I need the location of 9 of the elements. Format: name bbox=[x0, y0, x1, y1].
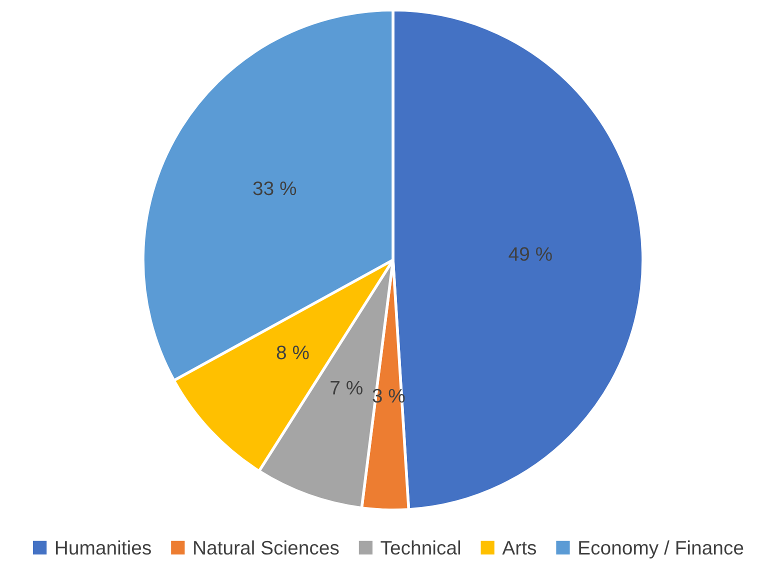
legend-label: Natural Sciences bbox=[194, 540, 339, 555]
legend-label: Arts bbox=[502, 541, 536, 555]
data-label: 8 % bbox=[276, 346, 309, 360]
data-label: 7 % bbox=[330, 380, 362, 395]
data-label: 49 % bbox=[508, 247, 552, 261]
legend-label: Technical bbox=[380, 540, 460, 555]
legend-label: Humanities bbox=[56, 540, 151, 555]
data-label: 33 % bbox=[253, 181, 296, 196]
legend-label: Economy / Finance bbox=[579, 540, 744, 558]
